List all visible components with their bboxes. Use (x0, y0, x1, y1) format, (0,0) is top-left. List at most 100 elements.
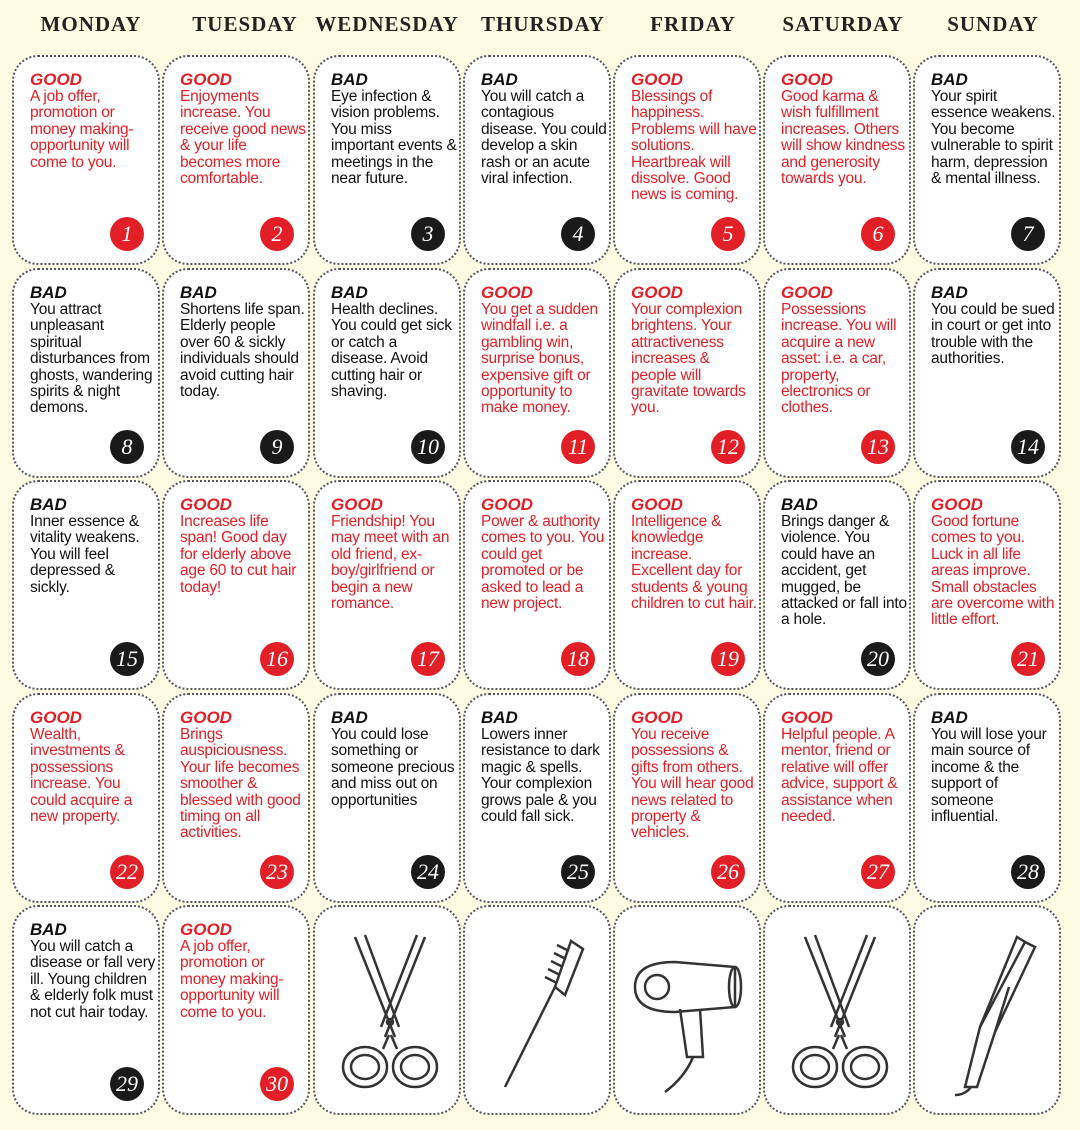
day-description: Health declines. You could get sick or c… (331, 301, 452, 401)
day-cell-25: BAD Lowers inner resistance to dark magi… (463, 693, 611, 903)
day-number-badge: 19 (711, 642, 745, 676)
day-description: Inner essence & vitality weakens. You wi… (30, 513, 140, 596)
day-description: You will lose your main source of income… (931, 726, 1047, 826)
day-number-badge: 11 (561, 430, 595, 464)
day-rating: GOOD (631, 495, 683, 514)
day-rating: BAD (931, 708, 968, 727)
day-description: You could lose something or someone prec… (331, 726, 455, 809)
day-number-badge: 14 (1011, 430, 1045, 464)
day-description: You attract unpleasant spiritual disturb… (30, 301, 153, 417)
day-cell-17: GOOD Friendship! You may meet with an ol… (313, 480, 461, 690)
day-rating: GOOD (30, 70, 82, 89)
day-number-badge: 29 (110, 1067, 144, 1101)
day-description: You could be sued in court or get into t… (931, 301, 1055, 368)
day-cell-3: BAD Eye infection & vision problems. You… (313, 55, 461, 265)
day-cell-2: GOOD Enjoyments increase. You receive go… (162, 55, 310, 265)
day-number-badge: 15 (110, 642, 144, 676)
weekday-header-friday: FRIDAY (650, 12, 736, 36)
day-number-badge: 27 (861, 855, 895, 889)
day-cell-12: GOOD Your complexion brightens. Your att… (613, 268, 761, 478)
day-cell-4: BAD You will catch a contagious disease.… (463, 55, 611, 265)
day-description: Enjoyments increase. You receive good ne… (180, 88, 306, 188)
day-cell-13: GOOD Possessions increase. You will acqu… (763, 268, 911, 478)
tool-illustration-cell (913, 905, 1061, 1115)
day-rating: BAD (331, 70, 368, 89)
day-number-badge: 5 (711, 217, 745, 251)
day-cell-18: GOOD Power & authority comes to you. You… (463, 480, 611, 690)
flat-iron-icon (925, 927, 1051, 1097)
day-rating: BAD (781, 495, 818, 514)
day-cell-28: BAD You will lose your main source of in… (913, 693, 1061, 903)
day-rating: GOOD (331, 495, 383, 514)
day-cell-27: GOOD Helpful people. A mentor, friend or… (763, 693, 911, 903)
day-cell-30: GOOD A job offer, promotion or money mak… (162, 905, 310, 1115)
weekday-header-monday: MONDAY (40, 12, 142, 36)
day-number-badge: 18 (561, 642, 595, 676)
day-description: Wealth, investments & possessions increa… (30, 726, 133, 826)
day-rating: GOOD (931, 495, 983, 514)
day-rating: GOOD (481, 283, 533, 302)
day-description: You get a sudden windfall i.e. a gamblin… (481, 301, 598, 417)
day-rating: GOOD (631, 70, 683, 89)
day-description: Intelligence & knowledge increase. Excel… (631, 513, 757, 613)
day-number-badge: 7 (1011, 217, 1045, 251)
day-description: Lowers inner resistance to dark magic & … (481, 726, 600, 826)
day-description: Good fortune comes to you. Luck in all l… (931, 513, 1055, 629)
day-cell-20: BAD Brings danger & violence. You could … (763, 480, 911, 690)
day-description: A job offer, promotion or money making-o… (180, 938, 284, 1021)
tool-illustration-cell (463, 905, 611, 1115)
day-description: Friendship! You may meet with an old fri… (331, 513, 450, 613)
day-rating: GOOD (781, 708, 833, 727)
weekday-header-thursday: THURSDAY (481, 12, 605, 36)
day-description: Blessings of happiness. Problems will ha… (631, 88, 757, 204)
day-description: Your spirit essence weakens. You become … (931, 88, 1056, 188)
day-description: Increases life span! Good day for elderl… (180, 513, 297, 596)
day-rating: GOOD (180, 708, 232, 727)
day-cell-23: GOOD Brings auspiciousness. Your life be… (162, 693, 310, 903)
day-number-badge: 25 (561, 855, 595, 889)
day-cell-16: GOOD Increases life span! Good day for e… (162, 480, 310, 690)
day-number-badge: 16 (260, 642, 294, 676)
day-number-badge: 23 (260, 855, 294, 889)
day-number-badge: 26 (711, 855, 745, 889)
day-rating: BAD (481, 708, 518, 727)
day-number-badge: 12 (711, 430, 745, 464)
day-number-badge: 1 (110, 217, 144, 251)
day-description: Brings danger & violence. You could have… (781, 513, 907, 629)
day-rating: GOOD (631, 708, 683, 727)
day-cell-6: GOOD Good karma & wish fulfillment incre… (763, 55, 911, 265)
day-number-badge: 13 (861, 430, 895, 464)
day-cell-29: BAD You will catch a disease or fall ver… (12, 905, 160, 1115)
day-cell-24: BAD You could lose something or someone … (313, 693, 461, 903)
day-description: Helpful people. A mentor, friend or rela… (781, 726, 898, 826)
day-cell-21: GOOD Good fortune comes to you. Luck in … (913, 480, 1061, 690)
weekday-header-tuesday: TUESDAY (192, 12, 298, 36)
day-rating: GOOD (631, 283, 683, 302)
hair-dryer-icon (625, 927, 751, 1097)
day-cell-5: GOOD Blessings of happiness. Problems wi… (613, 55, 761, 265)
day-description: Power & authority comes to you. You coul… (481, 513, 605, 613)
day-rating: BAD (331, 283, 368, 302)
day-cell-1: GOOD A job offer, promotion or money mak… (12, 55, 160, 265)
day-rating: GOOD (180, 495, 232, 514)
scissors-icon (775, 927, 901, 1097)
day-description: Brings auspiciousness. Your life becomes… (180, 726, 301, 842)
day-number-badge: 17 (411, 642, 445, 676)
day-rating: BAD (931, 70, 968, 89)
day-description: Good karma & wish fulfillment increases.… (781, 88, 905, 188)
day-number-badge: 28 (1011, 855, 1045, 889)
day-number-badge: 22 (110, 855, 144, 889)
day-rating: BAD (481, 70, 518, 89)
day-description: Shortens life span. Elderly people over … (180, 301, 305, 401)
day-cell-7: BAD Your spirit essence weakens. You bec… (913, 55, 1061, 265)
day-number-badge: 8 (110, 430, 144, 464)
tool-illustration-cell (763, 905, 911, 1115)
tool-illustration-cell (313, 905, 461, 1115)
day-cell-14: BAD You could be sued in court or get in… (913, 268, 1061, 478)
day-number-badge: 6 (861, 217, 895, 251)
day-description: You will catch a contagious disease. You… (481, 88, 607, 188)
day-rating: GOOD (481, 495, 533, 514)
day-number-badge: 20 (861, 642, 895, 676)
day-number-badge: 3 (411, 217, 445, 251)
day-rating: GOOD (180, 70, 232, 89)
